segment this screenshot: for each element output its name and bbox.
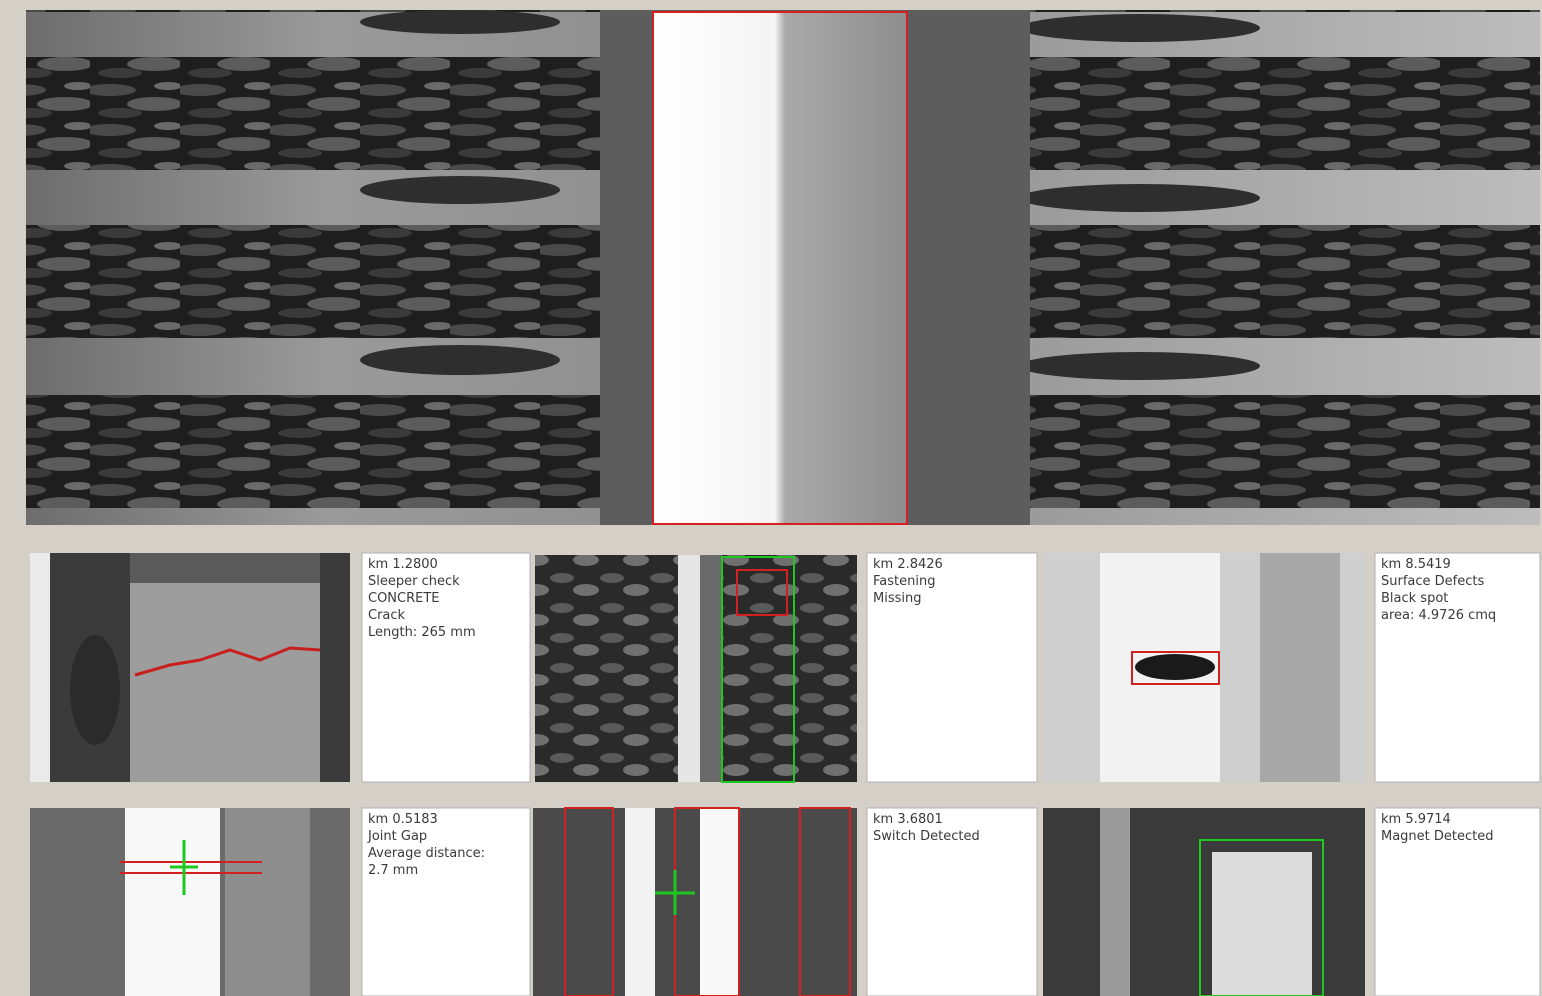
defect-image [1043,808,1365,996]
defect-image [535,555,857,782]
info-text: Joint Gap [367,829,427,844]
info-text: km 5.9714 [1381,812,1451,827]
defect-image [30,553,350,782]
defect-image [1043,553,1365,782]
info-text: km 2.8426 [873,557,943,572]
info-text: Black spot [1381,591,1448,606]
info-text: 2.7 mm [368,863,418,878]
info-text: Length: 265 mm [368,625,476,640]
defect-image [533,808,857,996]
info-text: Fastening [873,574,935,589]
info-text: km 0.5183 [368,812,438,827]
info-text: Sleeper check [368,574,460,589]
info-text: km 8.5419 [1381,557,1451,572]
info-text: CONCRETE [368,591,440,606]
info-text: Switch Detected [873,829,980,844]
info-text: Average distance: [368,846,485,861]
inspection-window: km 1.2800 Sleeper check CONCRETE Crack Lengt… [0,0,1542,996]
info-text: km 1.2800 [368,557,438,572]
info-text: Crack [368,608,406,623]
info-text: Surface Defects [1381,574,1484,589]
info-text: area: 4.9726 cmq [1381,608,1496,623]
defect-image [30,808,350,996]
info-text: Magnet Detected [1381,829,1494,844]
page: {"panels": [ {"lines": ["km 1.2800", "Sl… [0,0,1542,996]
track-image [26,10,1540,525]
info-text: km 3.6801 [873,812,943,827]
info-text: Missing [873,591,921,606]
